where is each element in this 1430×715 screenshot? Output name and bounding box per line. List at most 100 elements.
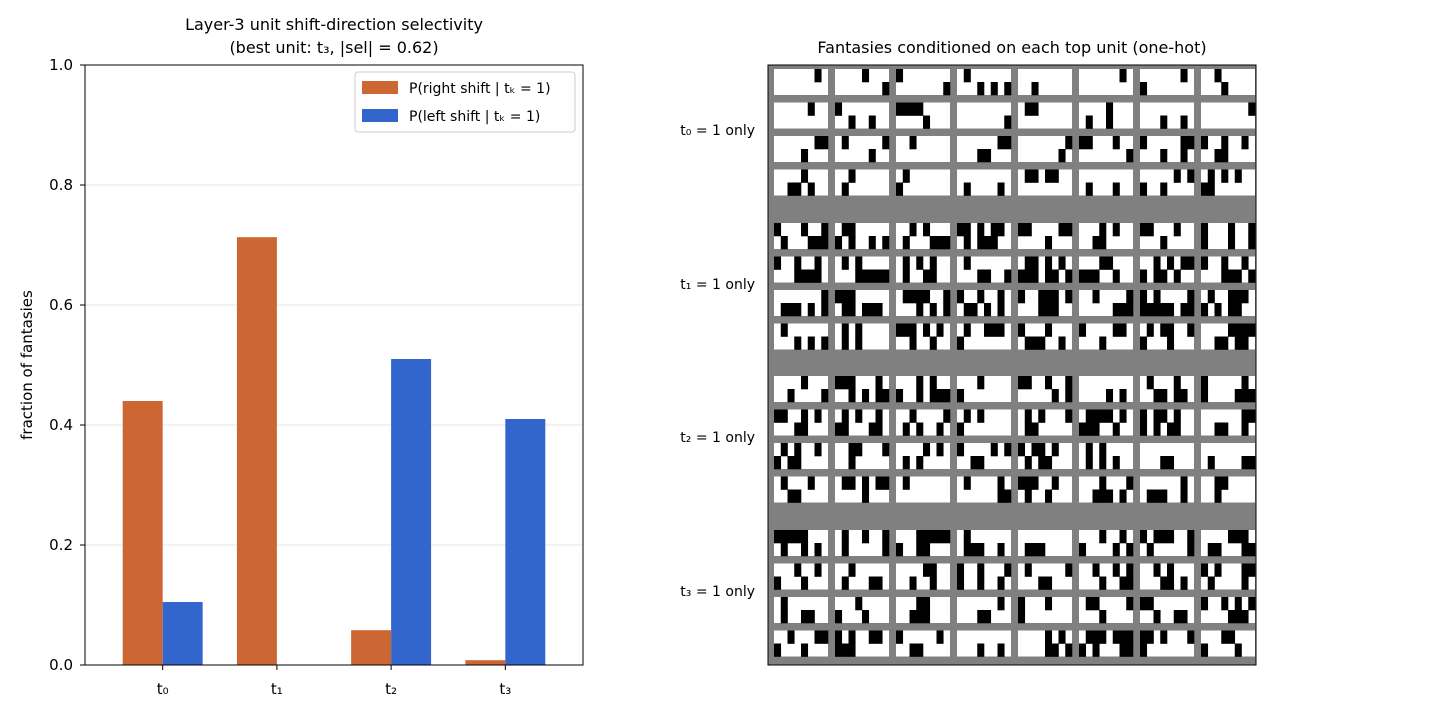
fantasy-cell xyxy=(896,69,951,96)
bar-chart-subtitle: (best unit: t₃, |sel| = 0.62) xyxy=(229,38,438,57)
fantasy-cell xyxy=(1018,69,1072,96)
bar-chart-y-ticks: 0.0 0.2 0.4 0.6 0.8 1.0 xyxy=(49,56,85,674)
legend-label-right: P(right shift | tₖ = 1) xyxy=(409,81,551,97)
fantasy-cell xyxy=(957,290,1011,317)
fantasy-cell xyxy=(1201,169,1255,196)
fantasy-cell xyxy=(1140,476,1194,503)
fantasy-cell xyxy=(1201,323,1256,350)
fantasy-cell xyxy=(774,597,828,624)
fantasy-cell xyxy=(835,223,890,250)
fantasy-cell xyxy=(1201,530,1256,557)
fantasy-cell xyxy=(1201,563,1256,590)
fantasy-cell xyxy=(896,563,950,590)
fantasy-cell xyxy=(774,136,829,163)
fantasy-cell xyxy=(1140,290,1195,317)
fantasy-cell xyxy=(957,69,1012,96)
y-tick-label: 0.4 xyxy=(49,416,73,434)
fantasy-cell xyxy=(774,223,829,250)
fantasy-cell xyxy=(774,290,829,317)
fantasy-cell xyxy=(896,223,951,250)
fantasy-cell xyxy=(835,443,890,470)
fantasy-cell xyxy=(774,69,828,95)
fantasy-cell xyxy=(896,169,950,196)
fantasy-cell xyxy=(957,256,1012,283)
fantasy-cell xyxy=(1018,409,1073,436)
fantasy-cell xyxy=(1201,409,1256,436)
fantasy-cell xyxy=(1079,443,1133,470)
fantasy-cell xyxy=(1201,136,1255,163)
fantasy-cell xyxy=(1018,102,1072,129)
legend-box xyxy=(354,71,576,133)
fantasy-cell xyxy=(1140,630,1195,657)
fantasy-cell xyxy=(835,409,889,436)
fantasy-cell xyxy=(1201,256,1256,283)
x-tick-label: t₂ xyxy=(385,680,397,698)
fantasy-cell xyxy=(957,223,1011,250)
fantasy-cell xyxy=(774,443,828,470)
fantasy-cell xyxy=(957,169,1011,196)
fantasy-cell xyxy=(1201,290,1255,317)
bar-left-0 xyxy=(162,602,203,665)
fantasy-cell xyxy=(1140,136,1195,163)
fantasy-cell xyxy=(1201,223,1256,250)
row-group-label-1: t₁ = 1 only xyxy=(680,277,755,293)
fantasy-grid-cells xyxy=(774,69,1256,657)
fantasy-cell xyxy=(1079,223,1133,250)
fantasy-cell xyxy=(896,630,950,657)
fantasy-cell xyxy=(957,102,1012,129)
fantasy-cell xyxy=(1140,323,1195,350)
row-group-label-2: t₂ = 1 only xyxy=(680,430,755,446)
fantasy-cell xyxy=(957,323,1011,350)
fantasy-cell xyxy=(957,376,1011,403)
row-group-label-0: t₀ = 1 only xyxy=(680,123,755,139)
fantasy-cell xyxy=(1079,409,1133,436)
fantasy-cell xyxy=(774,563,828,590)
fantasy-cell xyxy=(835,69,890,96)
fantasy-cell xyxy=(774,376,829,403)
bar-chart-axes-frame xyxy=(84,64,584,666)
bar-left-2 xyxy=(391,359,432,665)
fantasy-cell xyxy=(1201,630,1255,657)
fantasy-cell xyxy=(1018,476,1072,503)
fantasy-cell xyxy=(1079,102,1133,129)
fantasy-cell xyxy=(1079,376,1133,403)
legend-swatch-right xyxy=(362,81,398,94)
fantasy-cell xyxy=(957,443,1012,470)
fantasy-cell xyxy=(1018,563,1073,590)
x-tick-label: t₃ xyxy=(499,680,511,698)
fantasy-cell xyxy=(835,376,890,403)
fantasy-cell xyxy=(1079,69,1133,95)
fantasy-cell xyxy=(1201,476,1255,503)
bar-right-3 xyxy=(465,660,506,665)
fantasy-cell xyxy=(1018,136,1073,163)
fantasy-cell xyxy=(774,476,828,503)
fantasy-cell xyxy=(896,443,950,470)
y-tick-label: 0.2 xyxy=(49,536,73,554)
fantasy-cell xyxy=(1140,376,1194,403)
fantasy-cell xyxy=(1018,223,1073,250)
fantasy-cell xyxy=(1079,169,1133,196)
fantasy-cell xyxy=(1140,443,1194,470)
fantasy-cell xyxy=(774,102,828,129)
fantasy-cell xyxy=(1079,323,1133,350)
fantasy-cell xyxy=(1140,530,1195,557)
fantasy-grid-title: Fantasies conditioned on each top unit (… xyxy=(817,38,1206,57)
fantasy-cell xyxy=(1079,597,1134,624)
fantasy-cell xyxy=(896,476,950,503)
fantasy-cell xyxy=(1201,376,1256,403)
y-tick-label: 0.0 xyxy=(49,656,73,674)
fantasy-cell xyxy=(835,530,890,557)
fantasy-cell xyxy=(774,323,829,350)
bar-chart-bars xyxy=(122,237,546,665)
fantasy-cell xyxy=(1140,256,1195,283)
bar-chart-title: Layer-3 unit shift-direction selectivity xyxy=(185,15,483,34)
fantasy-cell xyxy=(957,136,1012,163)
fantasy-cell xyxy=(896,256,950,283)
x-tick-label: t₁ xyxy=(271,680,283,698)
fantasy-cell xyxy=(835,102,889,129)
fantasy-cell xyxy=(1018,169,1072,196)
fantasy-cell xyxy=(1018,323,1072,350)
fantasy-cell xyxy=(957,563,1012,590)
fantasy-cell xyxy=(835,476,890,503)
fantasy-cell xyxy=(1140,597,1194,624)
